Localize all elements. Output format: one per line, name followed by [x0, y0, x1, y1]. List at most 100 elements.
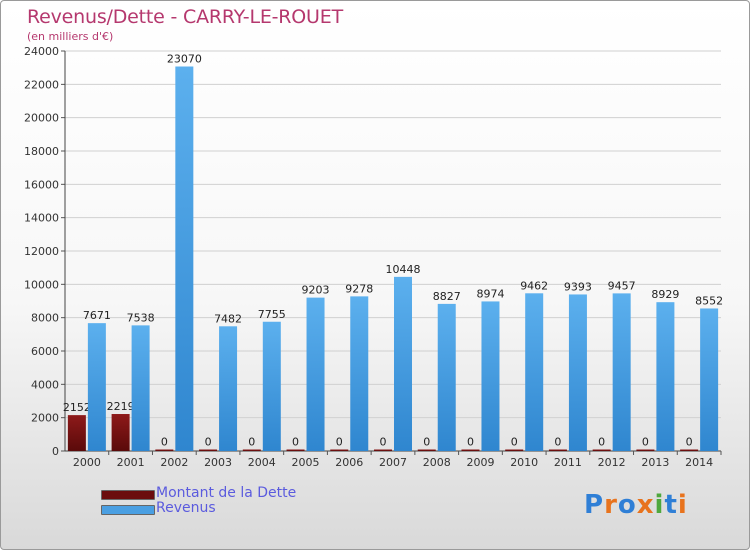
- logo-letter: t: [664, 490, 678, 520]
- y-tick-label: 4000: [31, 378, 59, 391]
- logo-letter: r: [604, 490, 618, 520]
- dette-bar: [242, 449, 261, 451]
- y-tick-label: 16000: [24, 178, 59, 191]
- revenus-value-label: 9393: [564, 280, 592, 293]
- y-tick-label: 22000: [24, 78, 59, 91]
- dette-bar: [417, 449, 436, 451]
- logo-letter: P: [584, 490, 605, 520]
- x-tick-label: 2009: [466, 456, 494, 469]
- proxiti-logo: Proxiti: [584, 490, 688, 520]
- y-tick-label: 2000: [31, 412, 59, 425]
- legend-label-dette: Montant de la Dette: [156, 485, 297, 501]
- revenus-bar: [656, 302, 675, 451]
- revenus-value-label: 10448: [386, 263, 421, 276]
- revenus-bar: [87, 323, 106, 451]
- dette-value-label: 0: [554, 436, 561, 449]
- revenus-bar: [175, 66, 194, 451]
- revenus-value-label: 7482: [214, 312, 242, 325]
- dette-value-label: 0: [598, 436, 605, 449]
- revenus-value-label: 8974: [476, 287, 504, 300]
- x-tick-label: 2001: [117, 456, 145, 469]
- y-tick-label: 0: [52, 445, 59, 458]
- revenus-value-label: 9457: [608, 279, 636, 292]
- dette-bar: [330, 449, 349, 451]
- legend-swatch-dette: [101, 490, 155, 500]
- dette-value-label: 0: [423, 436, 430, 449]
- y-tick-label: 18000: [24, 145, 59, 158]
- revenus-value-label: 7538: [127, 311, 155, 324]
- x-tick-label: 2003: [204, 456, 232, 469]
- x-tick-label: 2002: [160, 456, 188, 469]
- x-tick-label: 2012: [598, 456, 626, 469]
- y-tick-label: 10000: [24, 278, 59, 291]
- y-tick-label: 12000: [24, 245, 59, 258]
- revenus-bar: [394, 276, 412, 451]
- dette-value-label: 0: [642, 436, 649, 449]
- x-tick-label: 2000: [73, 456, 101, 469]
- dette-bar: [505, 449, 524, 451]
- x-tick-label: 2013: [641, 456, 669, 469]
- revenus-value-label: 23070: [167, 53, 202, 66]
- dette-bar: [199, 449, 218, 451]
- y-tick-label: 8000: [31, 312, 59, 325]
- dette-value-label: 0: [336, 436, 343, 449]
- x-tick-label: 2006: [335, 456, 363, 469]
- dette-bar: [548, 449, 567, 451]
- revenus-value-label: 9462: [520, 279, 548, 292]
- revenus-bar: [481, 301, 500, 451]
- chart-subtitle: (en milliers d'€): [27, 30, 114, 43]
- revenus-bar: [350, 296, 369, 451]
- x-tick-label: 2014: [685, 456, 713, 469]
- dette-bar: [67, 415, 86, 451]
- revenus-bar: [306, 297, 325, 451]
- dette-value-label: 0: [686, 436, 693, 449]
- revenus-value-label: 8827: [433, 290, 461, 303]
- revenus-bar: [131, 325, 150, 451]
- legend-swatch-revenus: [101, 505, 155, 515]
- y-tick-label: 24000: [24, 45, 59, 58]
- dette-bar: [286, 449, 305, 451]
- revenus-bar: [700, 308, 719, 451]
- x-tick-label: 2007: [379, 456, 407, 469]
- revenus-value-label: 8929: [651, 288, 679, 301]
- revenus-value-label: 7755: [258, 308, 286, 321]
- y-tick-label: 20000: [24, 112, 59, 125]
- dette-bar: [111, 414, 130, 451]
- logo-letter: x: [636, 490, 655, 520]
- revenus-bar: [568, 294, 587, 451]
- dette-bar: [374, 449, 392, 451]
- logo-letter: i: [654, 490, 665, 520]
- dette-value-label: 0: [467, 436, 474, 449]
- y-tick-label: 14000: [24, 212, 59, 225]
- dette-bar: [155, 449, 174, 451]
- revenus-value-label: 7671: [83, 309, 111, 322]
- dette-bar: [461, 449, 480, 451]
- dette-value-label: 0: [248, 436, 255, 449]
- revenus-value-label: 8552: [695, 294, 723, 307]
- dette-value-label: 2219: [107, 400, 135, 413]
- dette-value-label: 2152: [63, 401, 91, 414]
- x-tick-label: 2011: [554, 456, 582, 469]
- dette-bar: [636, 449, 655, 451]
- x-tick-label: 2005: [292, 456, 320, 469]
- revenus-bar: [612, 293, 631, 451]
- revenus-bar: [262, 321, 281, 451]
- logo-letter: o: [617, 490, 637, 520]
- x-tick-label: 2004: [248, 456, 276, 469]
- dette-bar: [680, 449, 699, 451]
- revenus-bar: [525, 293, 544, 451]
- dette-value-label: 0: [380, 436, 387, 449]
- revenus-bar: [437, 303, 456, 451]
- dette-bar: [592, 449, 611, 451]
- revenus-value-label: 9278: [345, 282, 373, 295]
- x-tick-label: 2010: [510, 456, 538, 469]
- legend-label-revenus: Revenus: [156, 500, 216, 516]
- dette-value-label: 0: [205, 436, 212, 449]
- y-tick-label: 6000: [31, 345, 59, 358]
- chart-title: Revenus/Dette - CARRY-LE-ROUET: [27, 6, 343, 28]
- logo-letter: i: [677, 490, 688, 520]
- dette-value-label: 0: [161, 436, 168, 449]
- x-tick-label: 2008: [423, 456, 451, 469]
